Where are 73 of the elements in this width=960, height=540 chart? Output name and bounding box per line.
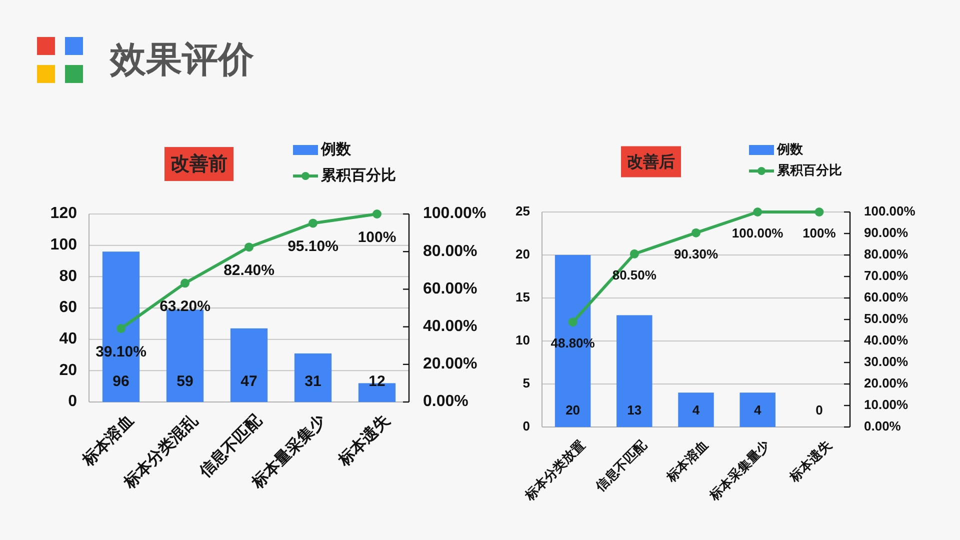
bar — [616, 315, 652, 427]
x-tick-label: 标本遗失 — [334, 411, 394, 470]
y-tick-label: 120 — [50, 205, 78, 222]
legend-label: 累积百分比 — [320, 166, 396, 184]
data-label: 31 — [304, 372, 322, 390]
data-label: 95.10% — [288, 238, 338, 256]
point — [244, 242, 254, 252]
y-tick-label: 60 — [59, 299, 78, 316]
bar — [166, 310, 204, 402]
y-tick-label: 10 — [516, 332, 530, 348]
text: 效果评价 — [109, 38, 254, 80]
y2-tick-label: 20.00% — [864, 375, 909, 390]
y-tick-label: 40 — [59, 330, 78, 348]
data-label: 90.30% — [674, 246, 718, 262]
legend-label: 累积百分比 — [776, 162, 842, 178]
y2-tick-label: 40.00% — [864, 332, 909, 348]
y2-tick-label: 0.00% — [864, 418, 902, 434]
y-tick-label: 0 — [522, 418, 530, 434]
x-tick-label: 标本分类放置 — [521, 437, 588, 504]
data-label: 4 — [692, 402, 700, 418]
point — [568, 318, 578, 327]
x-tick-label: 标本遗失 — [786, 436, 835, 486]
y2-tick-label: 10.00% — [864, 396, 909, 412]
point — [116, 324, 126, 333]
point — [753, 208, 762, 216]
y2-tick-label: 90.00% — [864, 224, 909, 240]
data-label: 96 — [112, 372, 130, 390]
data-label: 13 — [627, 402, 642, 418]
data-label: 82.40% — [224, 262, 274, 280]
y-tick-label: 0 — [68, 393, 78, 410]
y2-tick-label: 60.00% — [423, 280, 478, 298]
y-tick-label: 15 — [516, 289, 530, 304]
chart-title: 改善后 — [627, 152, 675, 172]
y2-tick-label: 100.00% — [423, 205, 486, 222]
point — [630, 249, 639, 258]
y2-tick-label: 0.00% — [423, 393, 468, 410]
data-label: 20 — [566, 402, 580, 418]
data-label: 4 — [754, 402, 762, 418]
y2-tick-label: 40.00% — [423, 318, 478, 336]
y2-tick-label: 80.00% — [423, 242, 478, 260]
data-label: 100% — [802, 225, 836, 240]
y-tick-label: 80 — [59, 268, 78, 285]
y2-tick-label: 60.00% — [864, 289, 909, 304]
point — [814, 208, 824, 216]
bar — [294, 353, 332, 402]
data-label: 0 — [816, 402, 823, 418]
bar — [678, 392, 714, 427]
data-label: 59 — [176, 372, 194, 390]
point — [372, 210, 382, 218]
bar — [230, 328, 268, 402]
y-tick-label: 100 — [50, 236, 78, 254]
y2-tick-label: 100.00% — [864, 203, 916, 218]
data-label: 100% — [358, 228, 396, 246]
y-tick-label: 20 — [516, 246, 530, 262]
y2-tick-label: 20.00% — [423, 356, 478, 373]
data-label: 100.00% — [732, 225, 784, 240]
chart-title: 改善前 — [170, 153, 228, 176]
point — [692, 228, 700, 238]
y-tick-label: 25 — [516, 203, 530, 218]
y-tick-label: 5 — [522, 375, 530, 390]
y2-tick-label: 70.00% — [864, 268, 909, 283]
legend-label: 例数 — [320, 140, 352, 158]
x-tick-label: 信息不匹配 — [592, 436, 650, 495]
y2-tick-label: 30.00% — [864, 354, 909, 369]
point — [180, 278, 190, 288]
y2-tick-label: 80.00% — [864, 246, 909, 262]
x-tick-label: 标本溶血 — [662, 437, 711, 486]
data-label: 47 — [240, 372, 258, 390]
bar — [740, 392, 776, 427]
y-tick-label: 20 — [59, 362, 78, 379]
y2-tick-label: 50.00% — [864, 310, 909, 326]
point — [308, 218, 318, 228]
legend-label: 例数 — [776, 141, 804, 156]
